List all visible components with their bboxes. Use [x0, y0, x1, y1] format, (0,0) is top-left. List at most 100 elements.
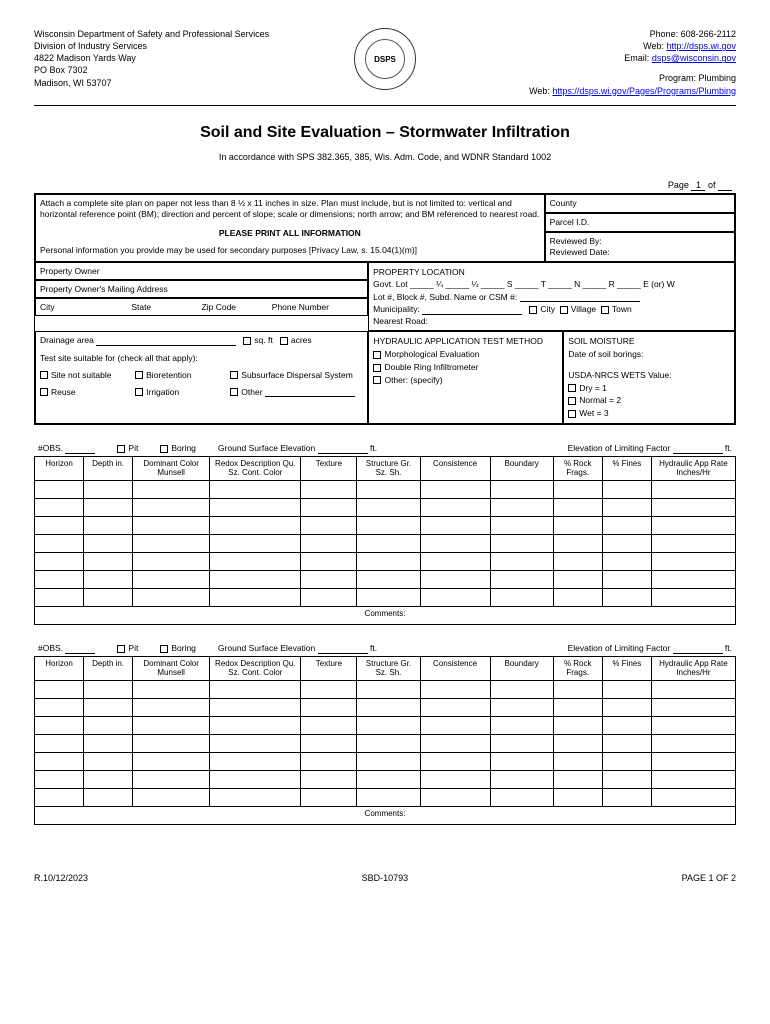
obs-header-2: #OBS. Pit Boring Ground Surface Elevatio… [34, 641, 736, 656]
table-row [35, 588, 736, 606]
letterhead: Wisconsin Department of Safety and Profe… [34, 28, 736, 97]
table-row [35, 770, 736, 788]
county-cell: County [545, 194, 735, 213]
parcel-cell: Parcel I.D. [545, 213, 735, 232]
col-dominant: Dominant Color Munsell [133, 456, 210, 480]
col-fines: % Fines [602, 656, 651, 680]
town-checkbox[interactable] [601, 306, 609, 314]
form-grid: Attach a complete site plan on paper not… [34, 193, 736, 425]
street: 4822 Madison Yards Way [34, 52, 345, 64]
phone-line: Phone: 608-266-2112 [425, 28, 736, 40]
city-checkbox[interactable] [529, 306, 537, 314]
web-link[interactable]: http://dsps.wi.gov [666, 41, 736, 51]
col-texture: Texture [301, 456, 357, 480]
property-location-cell: PROPERTY LOCATION Govt. Lot _____ ¼ ____… [368, 262, 735, 332]
obs-header-row: Horizon Depth in. Dominant Color Munsell… [35, 656, 736, 680]
col-redox: Redox Description Qu. Sz. Cont. Color [210, 456, 301, 480]
col-consistence: Consistence [420, 456, 490, 480]
col-redox: Redox Description Qu. Sz. Cont. Color [210, 656, 301, 680]
wet-checkbox[interactable] [568, 410, 576, 418]
property-owner-cell: Property Owner [35, 262, 368, 280]
comments-1: Comments: [35, 606, 736, 624]
col-rock: % Rock Frags. [553, 656, 602, 680]
boring-checkbox-2[interactable] [160, 645, 168, 653]
email-link[interactable]: dsps@wisconsin.gov [652, 53, 736, 63]
table-row [35, 752, 736, 770]
program-line: Program: Plumbing [425, 72, 736, 84]
col-horizon: Horizon [35, 456, 84, 480]
other-checkbox[interactable] [230, 388, 238, 396]
seal-text: DSPS [365, 39, 405, 79]
footer-page: PAGE 1 OF 2 [682, 873, 736, 883]
table-row [35, 498, 736, 516]
footer-form-number: SBD-10793 [362, 873, 409, 883]
program-web-line: Web: https://dsps.wi.gov/Pages/Programs/… [425, 85, 736, 97]
col-texture: Texture [301, 656, 357, 680]
bioretention-checkbox[interactable] [135, 371, 143, 379]
comments-2: Comments: [35, 806, 736, 824]
village-checkbox[interactable] [560, 306, 568, 314]
table-row [35, 788, 736, 806]
seal-container: DSPS [345, 28, 425, 90]
morphological-checkbox[interactable] [373, 351, 381, 359]
irrigation-checkbox[interactable] [135, 388, 143, 396]
footer-revision: R.10/12/2023 [34, 873, 88, 883]
privacy-note: Personal information you provide may be … [40, 245, 540, 256]
mailing-cell: Property Owner's Mailing Address [35, 280, 368, 298]
obs-tbody-1 [35, 480, 736, 606]
letterhead-right: Phone: 608-266-2112 Web: http://dsps.wi.… [425, 28, 736, 97]
dry-checkbox[interactable] [568, 384, 576, 392]
normal-checkbox[interactable] [568, 397, 576, 405]
col-depth: Depth in. [84, 656, 133, 680]
sqft-checkbox[interactable] [243, 337, 251, 345]
soil-moisture-cell: SOIL MOISTURE Date of soil borings: USDA… [563, 331, 735, 424]
attach-instructions: Attach a complete site plan on paper not… [35, 194, 545, 262]
table-row [35, 552, 736, 570]
not-suitable-checkbox[interactable] [40, 371, 48, 379]
page-indicator: Page 1 of [34, 180, 736, 191]
col-consistence: Consistence [420, 656, 490, 680]
table-row [35, 698, 736, 716]
observation-block-2: #OBS. Pit Boring Ground Surface Elevatio… [34, 641, 736, 825]
reuse-checkbox[interactable] [40, 388, 48, 396]
double-ring-checkbox[interactable] [373, 364, 381, 372]
pit-checkbox-1[interactable] [117, 445, 125, 453]
obs-tbody-2 [35, 680, 736, 806]
other-specify-checkbox[interactable] [373, 376, 381, 384]
pit-checkbox-2[interactable] [117, 645, 125, 653]
col-structure: Structure Gr. Sz. Sh. [357, 656, 420, 680]
dept-name: Wisconsin Department of Safety and Profe… [34, 28, 345, 40]
col-fines: % Fines [602, 456, 651, 480]
reviewed-cell: Reviewed By: Reviewed Date: [545, 232, 735, 262]
form-subtitle: In accordance with SPS 382.365, 385, Wis… [34, 152, 736, 162]
col-hydraulic: Hydraulic App Rate Inches/Hr [651, 656, 735, 680]
hydraulic-method-cell: HYDRAULIC APPLICATION TEST METHOD Morpho… [368, 331, 563, 424]
form-title: Soil and Site Evaluation – Stormwater In… [34, 124, 736, 142]
divider [34, 105, 736, 106]
footer: R.10/12/2023 SBD-10793 PAGE 1 OF 2 [34, 873, 736, 883]
col-rock: % Rock Frags. [553, 456, 602, 480]
col-dominant: Dominant Color Munsell [133, 656, 210, 680]
col-horizon: Horizon [35, 656, 84, 680]
table-row [35, 734, 736, 752]
obs-header-row: Horizon Depth in. Dominant Color Munsell… [35, 456, 736, 480]
col-boundary: Boundary [490, 656, 553, 680]
boring-checkbox-1[interactable] [160, 445, 168, 453]
obs-table-1: Horizon Depth in. Dominant Color Munsell… [34, 456, 736, 625]
program-web-link[interactable]: https://dsps.wi.gov/Pages/Programs/Plumb… [552, 86, 736, 96]
subsurface-checkbox[interactable] [230, 371, 238, 379]
col-boundary: Boundary [490, 456, 553, 480]
obs-header-1: #OBS. Pit Boring Ground Surface Elevatio… [34, 441, 736, 456]
print-all-info: PLEASE PRINT ALL INFORMATION [40, 228, 540, 239]
email-line: Email: dsps@wisconsin.gov [425, 52, 736, 64]
city-state-zip-phone-cell: City State Zip Code Phone Number [35, 298, 368, 316]
table-row [35, 570, 736, 588]
table-row [35, 516, 736, 534]
letterhead-left: Wisconsin Department of Safety and Profe… [34, 28, 345, 89]
acres-checkbox[interactable] [280, 337, 288, 345]
observation-block-1: #OBS. Pit Boring Ground Surface Elevatio… [34, 441, 736, 625]
col-structure: Structure Gr. Sz. Sh. [357, 456, 420, 480]
table-row [35, 480, 736, 498]
col-depth: Depth in. [84, 456, 133, 480]
drainage-suitability-cell: Drainage area sq. ft acres Test site sui… [35, 331, 368, 424]
